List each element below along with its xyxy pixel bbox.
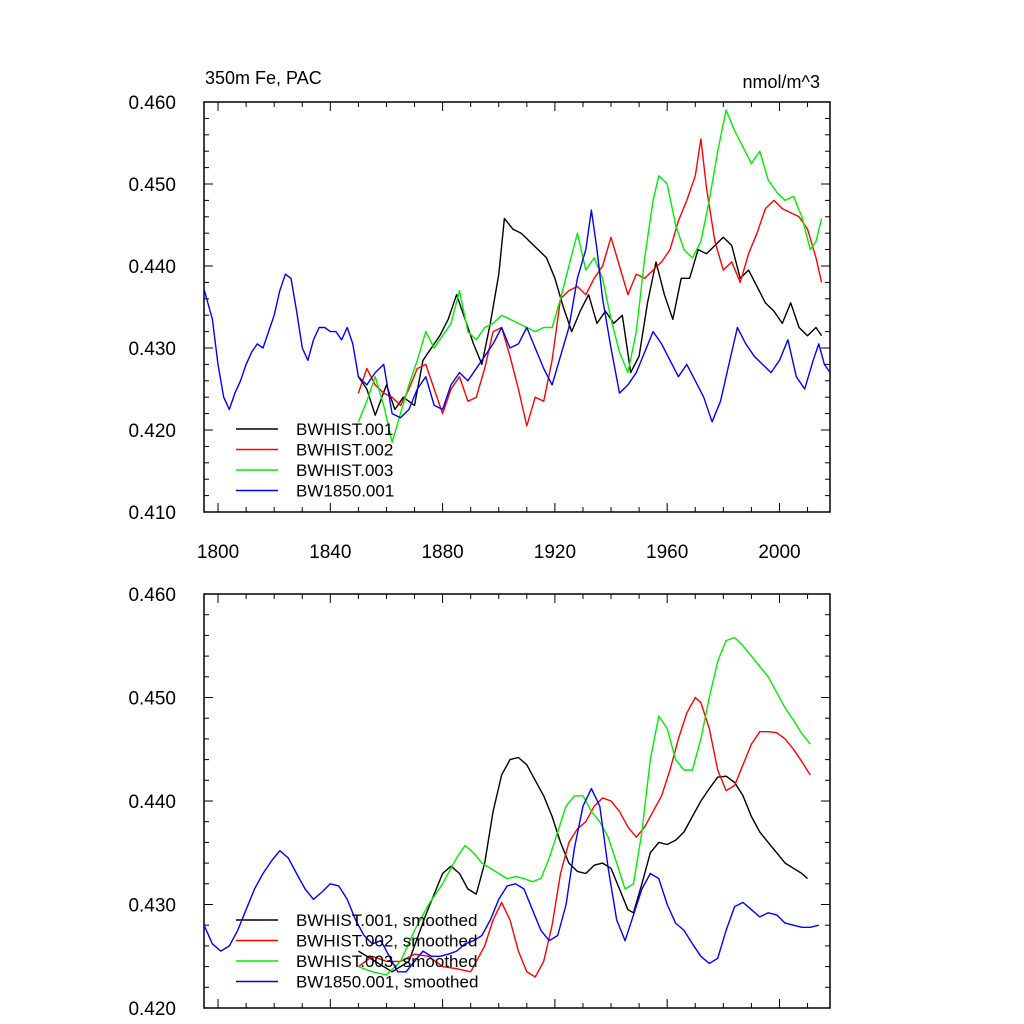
top-xtick-label-5: 2000 <box>758 542 800 563</box>
bottom-axis-ticks <box>204 593 830 1009</box>
top-legend-label-0: BWHIST.001 <box>296 420 393 439</box>
bottom-legend-label-3: BW1850.001, smoothed <box>296 973 478 992</box>
top-axis-ticks <box>204 101 830 513</box>
bottom-ytick-label-0: 0.420 <box>128 999 176 1020</box>
top-ytick-label-1: 0.420 <box>128 421 176 442</box>
bottom-axis-tick-labels: 0.420 0.430 0.440 0.450 0.460 <box>128 585 176 1020</box>
bottom-ytick-label-4: 0.460 <box>128 585 176 606</box>
bottom-legend: BWHIST.001, smoothed BWHIST.002, smoothed… <box>236 911 478 992</box>
top-ytick-label-3: 0.440 <box>128 257 176 278</box>
bottom-legend-label-2: BWHIST.003, smoothed <box>296 952 477 971</box>
top-series-line-0 <box>357 217 823 416</box>
bottom-series-line-3 <box>203 787 819 973</box>
bottom-series-group <box>203 636 819 978</box>
top-series-line-2 <box>357 109 823 443</box>
top-legend-label-2: BWHIST.003 <box>296 461 393 480</box>
bottom-panel: 0.420 0.430 0.440 0.450 0.460 BWHIST.001, sm… <box>128 585 831 1020</box>
top-series-group <box>203 109 831 443</box>
top-panel-units: nmol/m^3 <box>743 72 820 92</box>
top-xtick-label-4: 1960 <box>646 542 688 563</box>
bottom-series-line-2 <box>358 636 811 976</box>
top-series-line-3 <box>203 209 831 423</box>
top-ytick-label-5: 0.460 <box>128 93 176 114</box>
top-plot-frame <box>203 101 831 513</box>
bottom-series-line-0 <box>358 756 808 973</box>
top-xtick-label-2: 1880 <box>421 542 463 563</box>
top-xtick-label-1: 1840 <box>309 542 351 563</box>
top-series-line-1 <box>357 138 823 427</box>
top-xtick-label-3: 1920 <box>534 542 576 563</box>
bottom-ytick-label-2: 0.440 <box>128 792 176 813</box>
top-xtick-label-0: 1800 <box>197 542 239 563</box>
top-panel-title: 350m Fe, PAC <box>205 68 322 88</box>
top-ytick-label-4: 0.450 <box>128 175 176 196</box>
top-legend-label-3: BW1850.001 <box>296 482 394 501</box>
top-panel: 350m Fe, PAC nmol/m^3 0.4100.4200.4300.4… <box>128 68 831 563</box>
top-legend-label-1: BWHIST.002 <box>296 441 393 460</box>
bottom-legend-label-0: BWHIST.001, smoothed <box>296 911 477 930</box>
bottom-ytick-label-3: 0.450 <box>128 689 176 710</box>
bottom-series-line-1 <box>357 696 811 978</box>
top-axis-tick-labels: 0.410 0.420 0.430 0.440 0.450 0.460 1800 1840 18… <box>128 93 800 563</box>
top-ytick-label-0: 0.410 <box>128 503 176 524</box>
bottom-ytick-label-1: 0.430 <box>128 896 176 917</box>
top-ytick-label-2: 0.430 <box>128 339 176 360</box>
bottom-legend-label-1: BWHIST.002, smoothed <box>296 932 477 951</box>
